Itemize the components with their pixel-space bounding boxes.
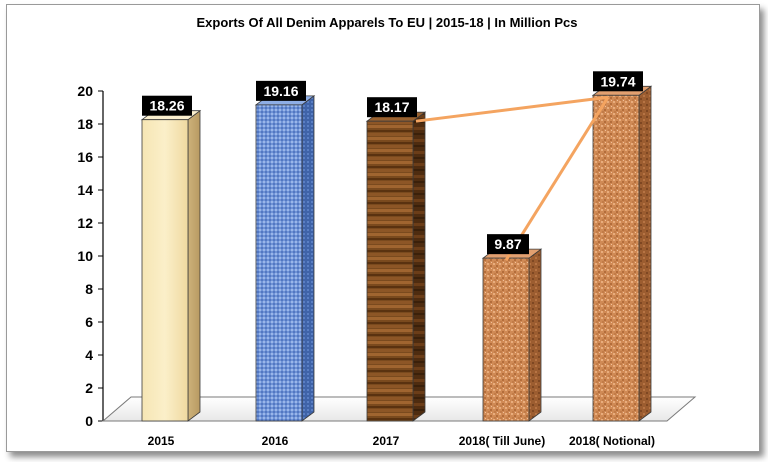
y-tick-label: 8 <box>85 281 93 297</box>
data-label-box <box>142 95 192 116</box>
data-label-3: 18.17 <box>367 97 417 118</box>
y-tick-label: 10 <box>77 248 93 264</box>
data-label-4: 9.87 <box>487 234 529 255</box>
data-label-text: 19.74 <box>600 73 635 89</box>
overlay-segment-1 <box>415 95 609 123</box>
y-tick-label: 14 <box>77 182 93 198</box>
bar-side <box>187 109 201 422</box>
bar-front <box>482 257 530 422</box>
y-tick-label: 12 <box>77 215 93 231</box>
axes: 0 2 4 6 8 10 12 14 16 18 20 <box>77 83 667 429</box>
x-tick-label: 2016 <box>262 434 289 448</box>
y-tick-label: 6 <box>85 314 93 330</box>
bar-front <box>141 119 189 422</box>
y-tick-label: 16 <box>77 149 93 165</box>
bar-side <box>638 85 652 422</box>
bars <box>140 85 653 422</box>
x-tick-label: 2015 <box>148 434 175 448</box>
x-tick-label: 2017 <box>373 434 400 448</box>
bar-5 <box>591 85 653 422</box>
data-label-text: 9.87 <box>494 236 521 252</box>
data-label-text: 19.16 <box>263 83 298 99</box>
denim-exports-chart: Exports Of All Denim Apparels To EU | 20… <box>77 15 697 448</box>
data-label-box <box>367 97 417 118</box>
bar-front <box>592 94 640 422</box>
y-tick-label: 18 <box>77 116 93 132</box>
data-label-1: 18.26 <box>142 95 192 116</box>
data-label-box <box>256 80 306 101</box>
overlay-segment-2 <box>504 96 610 261</box>
x-axis-labels: 2015 2016 2017 2018( Till June) 2018( Notion… <box>148 434 655 448</box>
bar-side <box>301 95 315 422</box>
y-tick-label: 0 <box>85 413 93 429</box>
data-label-text: 18.26 <box>149 98 184 114</box>
data-label-box <box>593 71 643 92</box>
data-labels: 18.26 19.16 18.17 9.87 19.74 <box>142 71 643 255</box>
bar-4 <box>481 248 543 422</box>
data-label-text: 18.17 <box>374 99 409 115</box>
bar-3 <box>365 111 427 422</box>
x-tick-label: 2018( Notional) <box>569 434 655 448</box>
chart-title: Exports Of All Denim Apparels To EU | 20… <box>197 15 578 30</box>
data-label-box <box>487 234 529 255</box>
x-tick-label: 2018( Till June) <box>459 434 545 448</box>
data-label-2: 19.16 <box>256 80 306 101</box>
bar-2 <box>254 95 316 422</box>
bar-1 <box>140 109 202 422</box>
data-label-5: 19.74 <box>593 71 643 92</box>
chart-frame: Exports Of All Denim Apparels To EU | 20… <box>6 4 760 452</box>
y-tick-label: 20 <box>77 83 93 99</box>
bar-front <box>366 120 414 422</box>
overlay-line <box>415 95 610 261</box>
y-tick-label: 2 <box>85 380 93 396</box>
bar-front <box>255 104 303 422</box>
bar-side <box>528 248 542 422</box>
y-tick-label: 4 <box>85 347 93 363</box>
bar-side <box>412 111 426 422</box>
